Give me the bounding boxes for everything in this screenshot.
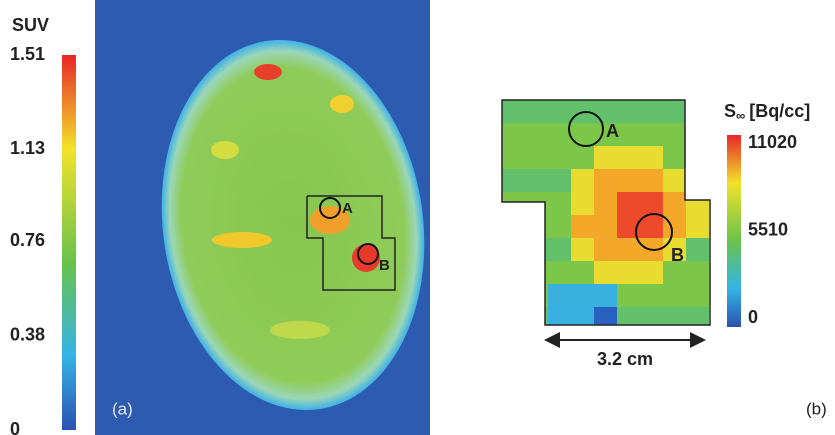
colorbar-tick-label: 0.76 bbox=[10, 230, 45, 250]
pixel bbox=[617, 192, 640, 215]
pixel bbox=[663, 169, 686, 192]
pixel bbox=[663, 192, 686, 215]
colorbar-tick-label: 1.13 bbox=[10, 138, 45, 158]
pixel bbox=[640, 169, 663, 192]
pixel bbox=[594, 169, 617, 192]
pixel bbox=[548, 169, 571, 192]
pixel bbox=[617, 238, 640, 261]
pixel bbox=[686, 146, 709, 169]
pixel bbox=[571, 307, 594, 330]
colorbar-title: S∞[Bq/cc] bbox=[724, 101, 810, 124]
pixel bbox=[502, 307, 525, 330]
pixel bbox=[663, 284, 686, 307]
pixel bbox=[502, 146, 525, 169]
pixel bbox=[617, 100, 640, 123]
pixel bbox=[594, 146, 617, 169]
pixel bbox=[640, 100, 663, 123]
pixel bbox=[571, 192, 594, 215]
region-label: A bbox=[606, 121, 619, 141]
pixel bbox=[663, 100, 686, 123]
pixel bbox=[640, 192, 663, 215]
colorbar bbox=[62, 55, 76, 430]
pixel bbox=[502, 238, 525, 261]
pixel bbox=[502, 215, 525, 238]
pixel bbox=[686, 169, 709, 192]
colorbar-tick-label: 1.51 bbox=[10, 44, 45, 64]
pixel bbox=[640, 307, 663, 330]
pixel bbox=[686, 123, 709, 146]
panel-label: (a) bbox=[112, 399, 133, 418]
pixel bbox=[548, 192, 571, 215]
pixel bbox=[502, 261, 525, 284]
pixel bbox=[617, 169, 640, 192]
pixel bbox=[663, 307, 686, 330]
pixel bbox=[686, 100, 709, 123]
pixel bbox=[617, 123, 640, 146]
pixel bbox=[594, 215, 617, 238]
pixel bbox=[525, 146, 548, 169]
pixel bbox=[663, 146, 686, 169]
pixel bbox=[548, 215, 571, 238]
pixel bbox=[686, 238, 709, 261]
pixel bbox=[502, 192, 525, 215]
pixel bbox=[571, 215, 594, 238]
pixel bbox=[640, 284, 663, 307]
pixel bbox=[663, 123, 686, 146]
pixel bbox=[594, 192, 617, 215]
pixel bbox=[640, 261, 663, 284]
panel-label: (b) bbox=[806, 399, 827, 418]
pixel bbox=[548, 238, 571, 261]
pixel bbox=[571, 146, 594, 169]
pixel bbox=[525, 100, 548, 123]
pixel bbox=[525, 123, 548, 146]
colorbar-tick-label: 5510 bbox=[748, 219, 788, 239]
colorbar-tick-label: 0.38 bbox=[10, 324, 45, 344]
pixel bbox=[617, 284, 640, 307]
pixel bbox=[571, 284, 594, 307]
pixel bbox=[617, 307, 640, 330]
pixel bbox=[548, 123, 571, 146]
colorbar-tick-label: 11020 bbox=[748, 132, 797, 152]
colorbar bbox=[727, 135, 741, 327]
pixel bbox=[502, 123, 525, 146]
colorbar-title: SUV bbox=[12, 15, 49, 35]
pixel bbox=[594, 100, 617, 123]
pixel bbox=[571, 169, 594, 192]
pixel bbox=[502, 169, 525, 192]
pixel bbox=[548, 146, 571, 169]
pixel bbox=[594, 307, 617, 330]
region-label: B bbox=[671, 245, 684, 265]
scale-label: 3.2 cm bbox=[597, 349, 653, 369]
pixel bbox=[686, 307, 709, 330]
pixel bbox=[686, 215, 709, 238]
pixel bbox=[686, 284, 709, 307]
pixel bbox=[594, 261, 617, 284]
pixel bbox=[640, 146, 663, 169]
region-label: A bbox=[342, 200, 353, 217]
pixel bbox=[502, 284, 525, 307]
pixel bbox=[548, 284, 571, 307]
pixel bbox=[640, 123, 663, 146]
region-label: B bbox=[379, 257, 390, 274]
pixel bbox=[686, 261, 709, 284]
figure: SUV A B (a) A B S∞[Bq/cc] 3.2 cm (b) 1.5… bbox=[0, 0, 835, 435]
pixel bbox=[525, 169, 548, 192]
pixel bbox=[502, 100, 525, 123]
colorbar-tick-label: 0 bbox=[10, 419, 20, 435]
pixel bbox=[571, 238, 594, 261]
pixel bbox=[594, 284, 617, 307]
pixel bbox=[548, 100, 571, 123]
pixel bbox=[548, 307, 571, 330]
pixel bbox=[686, 192, 709, 215]
pixel bbox=[548, 261, 571, 284]
pixel bbox=[594, 238, 617, 261]
pixel bbox=[617, 261, 640, 284]
colorbar-tick-label: 0 bbox=[748, 307, 758, 327]
pixel bbox=[617, 146, 640, 169]
pixel bbox=[571, 261, 594, 284]
